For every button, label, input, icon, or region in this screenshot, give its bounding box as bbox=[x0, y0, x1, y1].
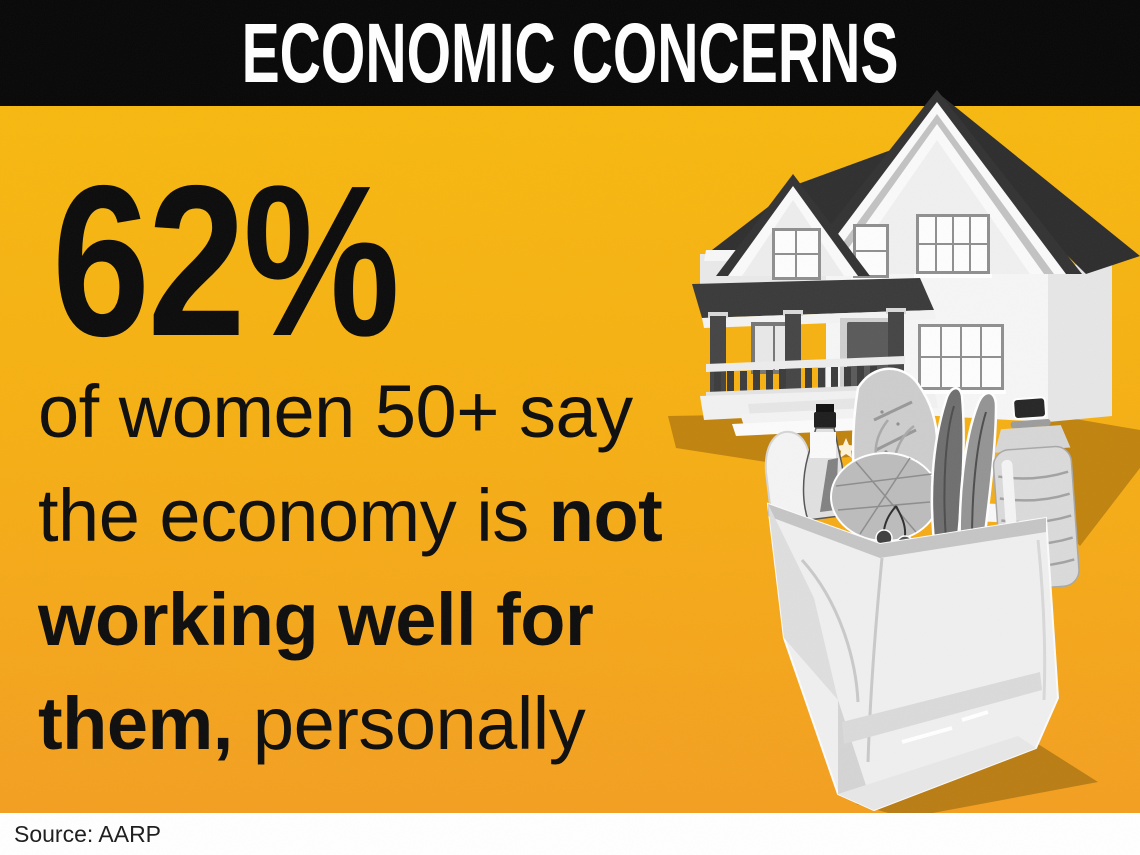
statement-text: of women 50+ say the economy is not work… bbox=[38, 360, 663, 776]
house-side-wall bbox=[1048, 260, 1112, 422]
statement-line: them, personally bbox=[38, 682, 586, 765]
footer-bar: Source: AARP bbox=[0, 813, 1140, 855]
statement-line: the economy is not bbox=[38, 474, 663, 557]
house-window bbox=[916, 324, 1006, 394]
porch-column bbox=[785, 314, 801, 396]
statement-line: of women 50+ say bbox=[38, 370, 633, 453]
page-title: ECONOMIC CONCERNS bbox=[241, 5, 899, 100]
house-window bbox=[914, 214, 992, 278]
grocery-bag-illustration bbox=[764, 367, 1080, 812]
house-window bbox=[772, 228, 821, 280]
statement-line: working well for bbox=[38, 578, 594, 661]
source-text: Source: AARP bbox=[14, 820, 162, 847]
house-and-groceries-illustration bbox=[668, 90, 1140, 818]
stat-value: 62% bbox=[52, 140, 400, 381]
